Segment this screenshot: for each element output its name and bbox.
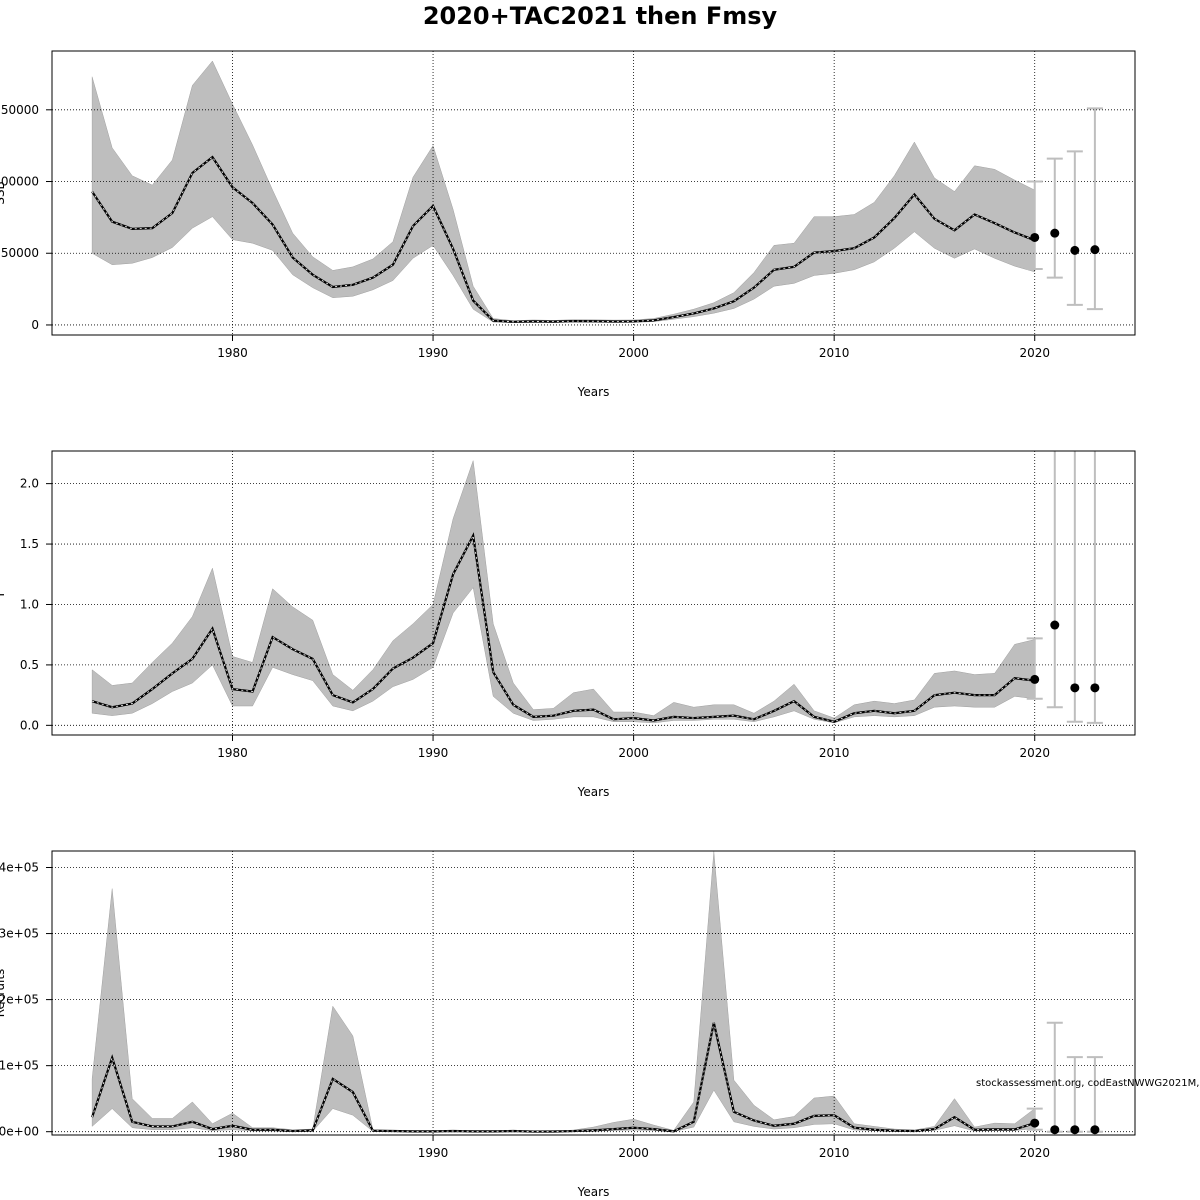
y-tick-label: 1.5 xyxy=(20,537,39,551)
confidence-band xyxy=(91,851,1035,1132)
x-tick-label: 1990 xyxy=(418,346,449,360)
x-tick-label: 2000 xyxy=(618,1146,649,1160)
projection-point xyxy=(1090,683,1100,693)
x-tick-label: 2020 xyxy=(1019,346,1050,360)
y-tick-label: 0.5 xyxy=(20,658,39,672)
plot-area xyxy=(52,51,1135,335)
y-tick-label: 1.0 xyxy=(20,597,39,611)
x-tick-label: 2000 xyxy=(618,346,649,360)
x-tick-label: 2000 xyxy=(618,746,649,760)
x-tick-label: 1990 xyxy=(418,1146,449,1160)
estimate-line-dots xyxy=(91,1022,1035,1132)
x-tick-label: 2010 xyxy=(819,346,850,360)
y-tick-label: 0e+00 xyxy=(0,1125,39,1139)
panel-ssb: 1980 1990 2000 2010 2020 0 50000 100000 150000 Ye… xyxy=(0,50,1136,399)
y-axis-label: SSB xyxy=(0,181,7,204)
plot-frame xyxy=(51,450,1136,736)
panels: 1980 1990 2000 2010 2020 0 50000 100000 150000 Ye… xyxy=(0,50,1136,1199)
projection-point xyxy=(1070,683,1080,693)
y-tick-label: 4e+05 xyxy=(0,861,39,875)
projection-point xyxy=(1050,228,1060,238)
panel-fbar: 1980 1990 2000 2010 2020 0.0 0.5 1.0 1.5 2.0 Years… xyxy=(0,450,1136,799)
x-tick-label: 1980 xyxy=(217,746,248,760)
estimate-line-dots xyxy=(91,156,1035,323)
x-tick-label: 1980 xyxy=(217,1146,248,1160)
confidence-band xyxy=(91,60,1035,323)
plot-area xyxy=(52,851,1135,1135)
y-tick-label: 2e+05 xyxy=(0,993,39,1007)
y-tick-label: 3e+05 xyxy=(0,927,39,941)
projection-point xyxy=(1050,620,1060,630)
y-tick-label: 150000 xyxy=(0,103,39,117)
panel-recruitment: 1980 1990 2000 2010 2020 0e+00 1e+05 2e+05 3e+05… xyxy=(0,850,1136,1199)
projection-point xyxy=(1090,1125,1100,1135)
plot-frame xyxy=(51,50,1136,336)
confidence-band xyxy=(91,460,1035,724)
x-tick-label: 2020 xyxy=(1019,1146,1050,1160)
projection-point xyxy=(1030,674,1040,684)
y-tick-label: 50000 xyxy=(1,246,39,260)
projection-point xyxy=(1030,1118,1040,1128)
y-axis-label: Recruits xyxy=(0,969,7,1018)
projection-point xyxy=(1070,1125,1080,1135)
x-tick-label: 1980 xyxy=(217,346,248,360)
plot-area xyxy=(52,451,1135,735)
projection-point xyxy=(1030,232,1040,242)
x-axis-label: Years xyxy=(577,1185,610,1199)
y-tick-label: 2.0 xyxy=(20,477,39,491)
x-tick-label: 2010 xyxy=(819,746,850,760)
projection-point xyxy=(1050,1125,1060,1135)
estimate-line xyxy=(91,532,1035,723)
y-tick-label: 100000 xyxy=(0,175,39,189)
y-tick-label: 0.0 xyxy=(20,718,39,732)
y-tick-label: 1e+05 xyxy=(0,1059,39,1073)
x-tick-label: 1990 xyxy=(418,746,449,760)
footnote: stockassessment.org, codEastNWWG2021M, xyxy=(976,1078,1199,1089)
x-tick-label: 2020 xyxy=(1019,746,1050,760)
y-tick-label: 0 xyxy=(31,318,39,332)
y-axis-label: F xyxy=(0,589,7,596)
chart-title: 2020+TAC2021 then Fmsy xyxy=(423,2,778,30)
plot-frame xyxy=(51,850,1136,1136)
x-tick-label: 2010 xyxy=(819,1146,850,1160)
projection-point xyxy=(1070,245,1080,255)
x-axis-label: Years xyxy=(577,385,610,399)
projection-point xyxy=(1090,245,1100,255)
x-axis-label: Years xyxy=(577,785,610,799)
